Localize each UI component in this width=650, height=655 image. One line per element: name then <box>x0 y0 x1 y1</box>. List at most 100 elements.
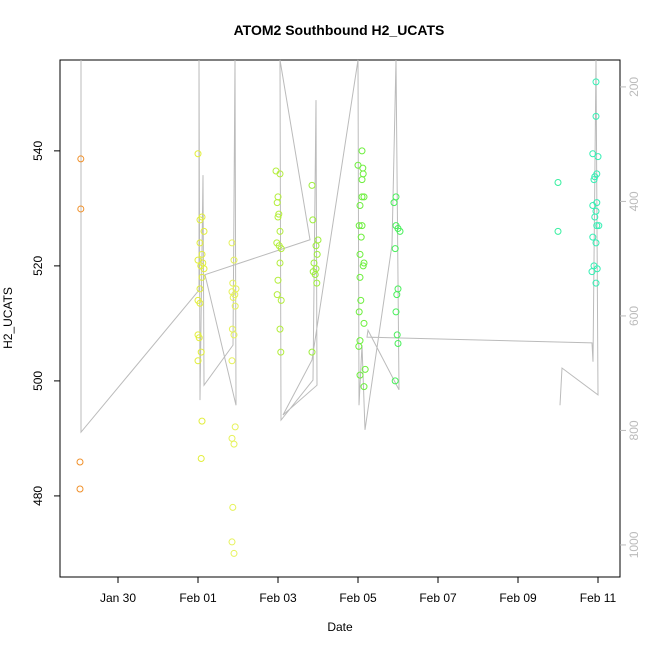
data-point <box>592 279 600 287</box>
data-point <box>355 342 363 350</box>
data-point <box>198 417 206 425</box>
data-point <box>357 233 365 241</box>
data-point <box>357 296 365 304</box>
data-point <box>393 331 401 339</box>
data-point <box>228 239 236 247</box>
y2-tick-label: 200 <box>627 77 641 97</box>
x-tick-label: Feb 11 <box>580 591 617 605</box>
data-point <box>360 383 368 391</box>
data-point <box>360 193 368 201</box>
data-point <box>230 256 238 264</box>
data-point <box>277 348 285 356</box>
data-point <box>228 357 236 365</box>
data-point <box>554 227 562 235</box>
data-point <box>273 199 281 207</box>
data-point <box>276 170 284 178</box>
data-point <box>76 485 84 493</box>
data-point <box>228 538 236 546</box>
data-point <box>277 245 285 253</box>
data-point <box>273 291 281 299</box>
y-tick-label: 480 <box>31 486 45 506</box>
data-point <box>198 250 206 258</box>
plot-frame <box>59 59 621 578</box>
data-point <box>360 259 368 267</box>
data-point <box>229 279 237 287</box>
data-point <box>355 222 363 230</box>
data-point <box>231 302 239 310</box>
data-point <box>197 455 205 463</box>
data-point <box>358 193 366 201</box>
data-point <box>591 173 599 181</box>
y2-tick-label: 800 <box>627 420 641 440</box>
data-point <box>200 265 208 273</box>
data-point <box>230 549 238 557</box>
data-point <box>592 112 600 120</box>
data-point <box>230 331 238 339</box>
data-point <box>274 213 282 221</box>
data-point <box>309 216 317 224</box>
data-point <box>396 227 404 235</box>
data-point <box>198 273 206 281</box>
y2-tick-label: 400 <box>627 191 641 211</box>
data-point <box>588 268 596 276</box>
data-point <box>277 296 285 304</box>
data-point <box>355 308 363 316</box>
data-point <box>358 176 366 184</box>
data-point <box>393 291 401 299</box>
data-point <box>77 205 85 213</box>
data-point <box>592 239 600 247</box>
data-point <box>589 150 597 158</box>
data-point <box>589 201 597 209</box>
data-point <box>360 319 368 327</box>
data-point <box>229 294 237 302</box>
data-point <box>313 279 321 287</box>
data-point <box>197 348 205 356</box>
data-point <box>230 440 238 448</box>
data-point <box>356 250 364 258</box>
data-point <box>76 458 84 466</box>
x-tick-label: Feb 01 <box>179 591 217 605</box>
y-axis-label: H2_UCATS <box>1 287 15 349</box>
x-tick-label: Feb 07 <box>419 591 457 605</box>
data-point <box>308 181 316 189</box>
data-point <box>196 216 204 224</box>
data-point <box>394 340 402 348</box>
y-tick-label: 500 <box>31 371 45 391</box>
data-point <box>390 199 398 207</box>
data-point <box>200 227 208 235</box>
y-tick-label: 520 <box>31 256 45 276</box>
data-point <box>312 242 320 250</box>
data-point <box>391 377 399 385</box>
data-point <box>391 245 399 253</box>
data-point <box>591 213 599 221</box>
data-point <box>593 222 601 230</box>
data-point <box>276 227 284 235</box>
data-point <box>590 176 598 184</box>
x-tick-label: Feb 09 <box>499 591 537 605</box>
x-tick-label: Jan 30 <box>100 591 136 605</box>
data-point <box>196 285 204 293</box>
data-point <box>392 308 400 316</box>
y2-tick-label: 600 <box>627 306 641 326</box>
y-tick-label: 540 <box>31 141 45 161</box>
chart-title: ATOM2 Southbound H2_UCATS <box>234 22 445 38</box>
data-point <box>589 233 597 241</box>
data-point <box>275 210 283 218</box>
data-point <box>276 325 284 333</box>
data-point <box>592 78 600 86</box>
x-tick-label: Feb 03 <box>259 591 297 605</box>
data-point <box>356 273 364 281</box>
data-point <box>196 299 204 307</box>
data-point <box>274 276 282 284</box>
x-tick-label: Feb 05 <box>339 591 377 605</box>
data-point <box>229 503 237 511</box>
data-point <box>194 150 202 158</box>
x-axis-label: Date <box>327 620 353 634</box>
data-point <box>358 222 366 230</box>
data-point <box>195 334 203 342</box>
data-point <box>308 348 316 356</box>
data-point <box>554 178 562 186</box>
data-point <box>358 147 366 155</box>
